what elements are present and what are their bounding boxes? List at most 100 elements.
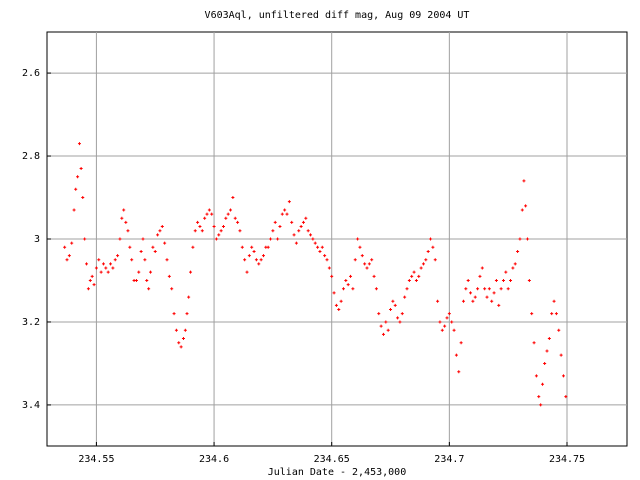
point (137, 270, 141, 274)
point (518, 237, 522, 241)
point (320, 245, 324, 249)
point (516, 249, 520, 253)
point (452, 328, 456, 332)
point (504, 270, 508, 274)
y-tick-label: 3.4 (22, 400, 40, 411)
point (325, 258, 329, 262)
point (172, 312, 176, 316)
point (147, 287, 151, 291)
point (165, 258, 169, 262)
point (240, 245, 244, 249)
point (410, 274, 414, 278)
point (313, 241, 317, 245)
point (229, 208, 233, 212)
point (151, 245, 155, 249)
point (490, 299, 494, 303)
point (79, 166, 83, 170)
point (207, 208, 211, 212)
point (224, 216, 228, 220)
point (353, 258, 357, 262)
point (113, 258, 117, 262)
point (85, 262, 89, 266)
point (269, 237, 273, 241)
point (231, 196, 235, 200)
point (525, 237, 529, 241)
point (210, 212, 214, 216)
point (236, 220, 240, 224)
point (183, 328, 187, 332)
point (349, 274, 353, 278)
point (250, 245, 254, 249)
point (67, 254, 71, 258)
point (198, 225, 202, 229)
point (247, 254, 251, 258)
point (374, 287, 378, 291)
point (372, 274, 376, 278)
point (356, 237, 360, 241)
point (545, 349, 549, 353)
point (217, 233, 221, 237)
point (318, 249, 322, 253)
point (480, 266, 484, 270)
point (179, 345, 183, 349)
point (83, 237, 87, 241)
point (81, 196, 85, 200)
point (534, 374, 538, 378)
point (330, 274, 334, 278)
point (547, 337, 551, 341)
point (537, 395, 541, 399)
point (438, 320, 442, 324)
point (86, 287, 90, 291)
point (367, 262, 371, 266)
point (153, 249, 157, 253)
point (386, 328, 390, 332)
y-tick-label: 3 (34, 234, 40, 245)
point (511, 266, 515, 270)
point (552, 299, 556, 303)
point (170, 287, 174, 291)
point (245, 270, 249, 274)
point (257, 262, 261, 266)
point (124, 220, 128, 224)
point (400, 312, 404, 316)
x-axis-label: Julian Date - 2,453,000 (268, 467, 406, 478)
x-tick-label: 234.6 (199, 454, 229, 465)
point (156, 233, 160, 237)
point (128, 245, 132, 249)
point (219, 229, 223, 233)
point (177, 341, 181, 345)
point (365, 266, 369, 270)
point (196, 220, 200, 224)
point (478, 274, 482, 278)
point (559, 353, 563, 357)
point (473, 295, 477, 299)
point (426, 249, 430, 253)
point (501, 278, 505, 282)
point (384, 320, 388, 324)
point (145, 278, 149, 282)
point (297, 229, 301, 233)
point (214, 237, 218, 241)
point (527, 278, 531, 282)
point (524, 204, 528, 208)
point (77, 142, 81, 146)
point (450, 320, 454, 324)
point (419, 266, 423, 270)
y-tick-label: 2.6 (22, 68, 40, 79)
point (429, 237, 433, 241)
point (530, 312, 534, 316)
point (254, 258, 258, 262)
point (139, 249, 143, 253)
point (185, 312, 189, 316)
point (181, 337, 185, 341)
point (414, 278, 418, 282)
point (304, 216, 308, 220)
x-tick-label: 234.75 (549, 454, 585, 465)
point (466, 278, 470, 282)
point (158, 229, 162, 233)
point (111, 266, 115, 270)
point (266, 245, 270, 249)
point (70, 241, 74, 245)
point (443, 324, 447, 328)
x-tick-label: 234.55 (78, 454, 114, 465)
